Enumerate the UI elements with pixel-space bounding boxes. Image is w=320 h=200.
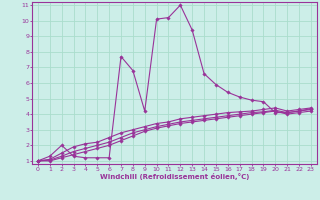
X-axis label: Windchill (Refroidissement éolien,°C): Windchill (Refroidissement éolien,°C) (100, 173, 249, 180)
